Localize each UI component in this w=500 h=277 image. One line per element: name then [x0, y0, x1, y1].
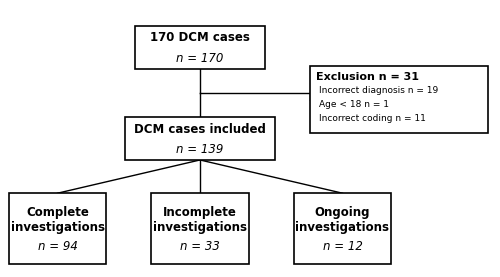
Text: n = 170: n = 170 — [176, 52, 224, 65]
Text: investigations: investigations — [10, 221, 104, 234]
Text: Complete: Complete — [26, 206, 89, 219]
Text: Incorrect coding n = 11: Incorrect coding n = 11 — [319, 114, 426, 123]
FancyBboxPatch shape — [151, 193, 249, 264]
Text: n = 94: n = 94 — [38, 240, 78, 253]
Text: Incorrect diagnosis n = 19: Incorrect diagnosis n = 19 — [319, 86, 438, 94]
Text: n = 12: n = 12 — [322, 240, 362, 253]
Text: DCM cases included: DCM cases included — [134, 123, 266, 136]
Text: n = 33: n = 33 — [180, 240, 220, 253]
Text: Exclusion n = 31: Exclusion n = 31 — [316, 72, 419, 82]
Text: Age < 18 n = 1: Age < 18 n = 1 — [319, 100, 389, 109]
Text: 170 DCM cases: 170 DCM cases — [150, 32, 250, 44]
FancyBboxPatch shape — [9, 193, 106, 264]
Text: n = 139: n = 139 — [176, 143, 224, 156]
FancyBboxPatch shape — [125, 117, 275, 160]
FancyBboxPatch shape — [135, 26, 265, 68]
Text: investigations: investigations — [153, 221, 247, 234]
FancyBboxPatch shape — [310, 66, 488, 133]
Text: Ongoing: Ongoing — [315, 206, 370, 219]
Text: investigations: investigations — [296, 221, 390, 234]
Text: Incomplete: Incomplete — [163, 206, 237, 219]
FancyBboxPatch shape — [294, 193, 391, 264]
